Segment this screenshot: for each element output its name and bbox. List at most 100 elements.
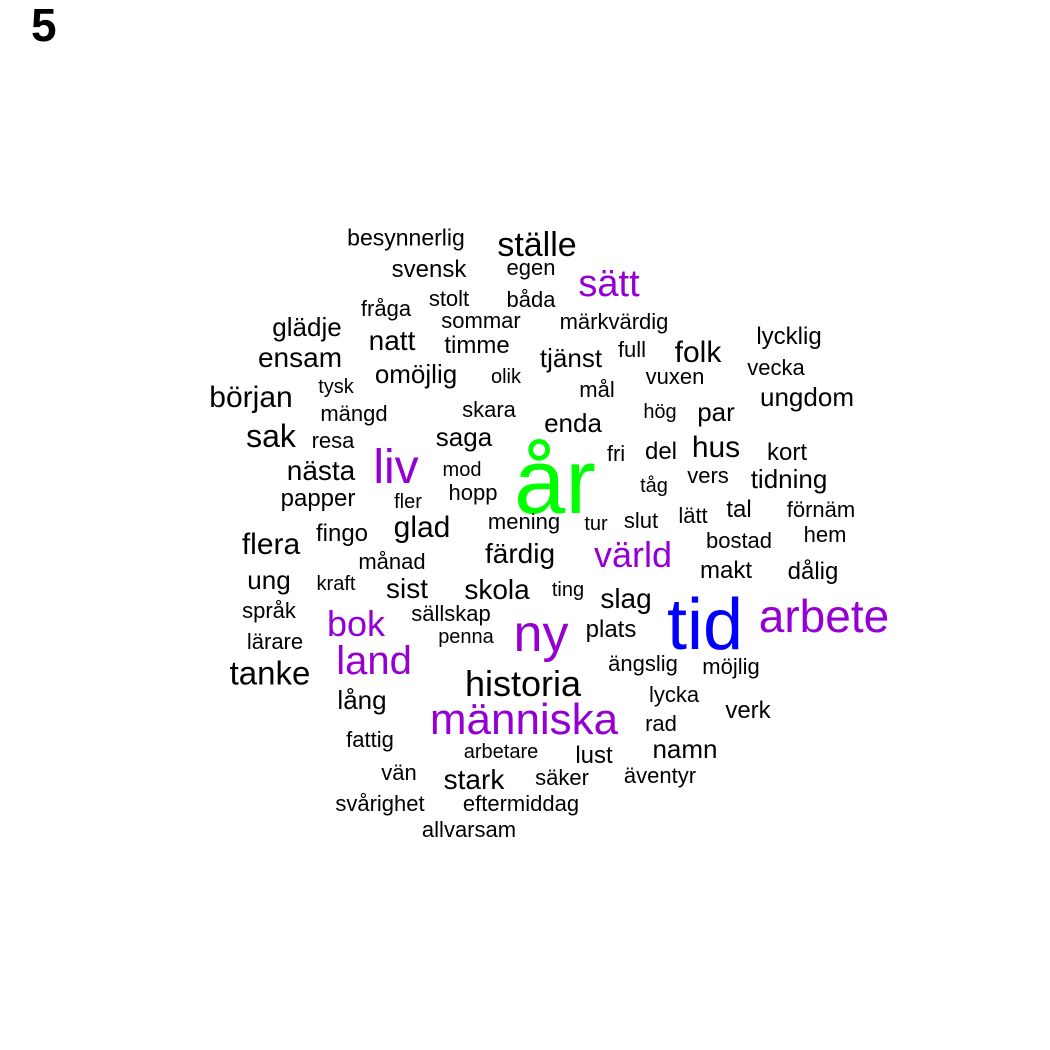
word-kort: kort: [766, 439, 808, 466]
word-fler: fler: [394, 491, 422, 513]
word-skola: skola: [464, 574, 530, 605]
word-tjanst: tjänst: [539, 343, 603, 373]
word-ensam: ensam: [257, 342, 343, 373]
word-gladje: glädje: [272, 312, 342, 342]
word-stark: stark: [443, 764, 505, 795]
word-markvardig: märkvärdig: [559, 309, 669, 334]
word-aventyr: äventyr: [623, 763, 697, 788]
word-bok: bok: [326, 603, 386, 644]
word-egen: egen: [506, 255, 556, 280]
word-slut: slut: [623, 508, 659, 533]
word-penna: penna: [438, 626, 494, 648]
word-verk: verk: [725, 697, 771, 724]
word-par: par: [697, 397, 735, 427]
word-hus: hus: [691, 431, 741, 464]
word-fardig: färdig: [484, 538, 556, 569]
word-manad: månad: [358, 549, 426, 574]
word-stalle: ställe: [497, 226, 577, 264]
word-lycka: lycka: [648, 682, 700, 707]
word-vecka: vecka: [747, 355, 805, 380]
word-full: full: [617, 337, 647, 362]
word-tal: tal: [726, 496, 752, 523]
word-fraga: fråga: [360, 296, 412, 321]
word-arbetare: arbetare: [463, 741, 539, 763]
word-tur: tur: [584, 513, 608, 535]
word-lust: lust: [575, 742, 613, 769]
word-vers: vers: [687, 463, 729, 488]
word-natt: natt: [368, 325, 416, 356]
word-hem: hem: [803, 522, 847, 547]
word-ny: ny: [513, 605, 569, 663]
word-hog: hög: [643, 401, 677, 423]
word-nasta: nästa: [286, 455, 356, 486]
word-sallskap: sällskap: [411, 601, 491, 626]
word-varld: värld: [593, 534, 673, 575]
word-historia: historia: [464, 663, 582, 704]
word-latt: lätt: [678, 503, 708, 528]
word-omojlig: omöjlig: [374, 359, 458, 389]
word-plats: plats: [585, 616, 637, 643]
word-tysk: tysk: [318, 376, 354, 398]
word-slag: slag: [600, 583, 652, 614]
word-land: land: [336, 639, 412, 683]
word-resa: resa: [311, 428, 355, 453]
word-saker: säker: [535, 765, 589, 790]
word-ung: ung: [247, 565, 291, 595]
word-timme: timme: [444, 332, 510, 359]
word-fornam: förnäm: [786, 497, 856, 522]
word-svarighet: svårighet: [335, 791, 425, 816]
word-lang: lång: [337, 685, 387, 715]
word-kraft: kraft: [316, 573, 356, 595]
word-mod: mod: [442, 459, 482, 481]
word-sak: sak: [246, 418, 296, 454]
word-skara: skara: [462, 397, 516, 422]
word-enda: enda: [544, 408, 602, 438]
word-mojlig: möjlig: [702, 654, 760, 679]
word-allvarsam: allvarsam: [421, 817, 517, 842]
word-besynnerlig: besynnerlig: [347, 224, 465, 251]
word-hopp: hopp: [448, 480, 498, 505]
word-tanke: tanke: [229, 654, 311, 692]
word-satt: sätt: [578, 263, 640, 305]
word-borjan: början: [209, 381, 293, 414]
word-larare: lärare: [246, 629, 304, 654]
word-sist: sist: [386, 573, 428, 604]
word-mal: mål: [579, 377, 615, 402]
word-vuxen: vuxen: [645, 364, 705, 389]
word-bostad: bostad: [705, 528, 773, 553]
word-mening: mening: [487, 509, 561, 534]
word-fingo: fingo: [315, 520, 369, 547]
word-tidning: tidning: [750, 464, 828, 494]
word-sprak: språk: [242, 598, 296, 623]
word-eftermiddag: eftermiddag: [462, 791, 580, 816]
word-svensk: svensk: [391, 256, 467, 283]
word-fri: fri: [606, 441, 626, 466]
word-liv: liv: [373, 441, 419, 494]
word-arbete: arbete: [758, 590, 890, 642]
word-mangd: mängd: [320, 401, 388, 426]
word-manniska: människa: [429, 695, 619, 744]
word-van: vän: [381, 760, 417, 785]
word-ungdom: ungdom: [760, 382, 854, 412]
word-tag: tåg: [640, 475, 668, 497]
word-angslig: ängslig: [608, 651, 678, 676]
word-tid: tid: [666, 585, 744, 665]
word-bada: båda: [506, 287, 556, 312]
word-namn: namn: [652, 734, 718, 764]
word-ting: ting: [551, 579, 585, 601]
word-folk: folk: [674, 336, 722, 369]
word-papper: papper: [280, 485, 356, 512]
word-olik: olik: [490, 366, 522, 388]
panel-label: 5: [31, 0, 57, 51]
word-glad: glad: [393, 511, 451, 544]
word-ar: år: [514, 431, 596, 533]
word-rad: rad: [645, 711, 677, 736]
word-saga: saga: [435, 422, 493, 452]
word-stolt: stolt: [428, 286, 470, 311]
word-lycklig: lycklig: [756, 323, 822, 350]
word-flera: flera: [241, 528, 301, 561]
word-dalig: dålig: [787, 558, 839, 585]
word-makt: makt: [699, 557, 753, 584]
word-sommar: sommar: [441, 308, 521, 333]
